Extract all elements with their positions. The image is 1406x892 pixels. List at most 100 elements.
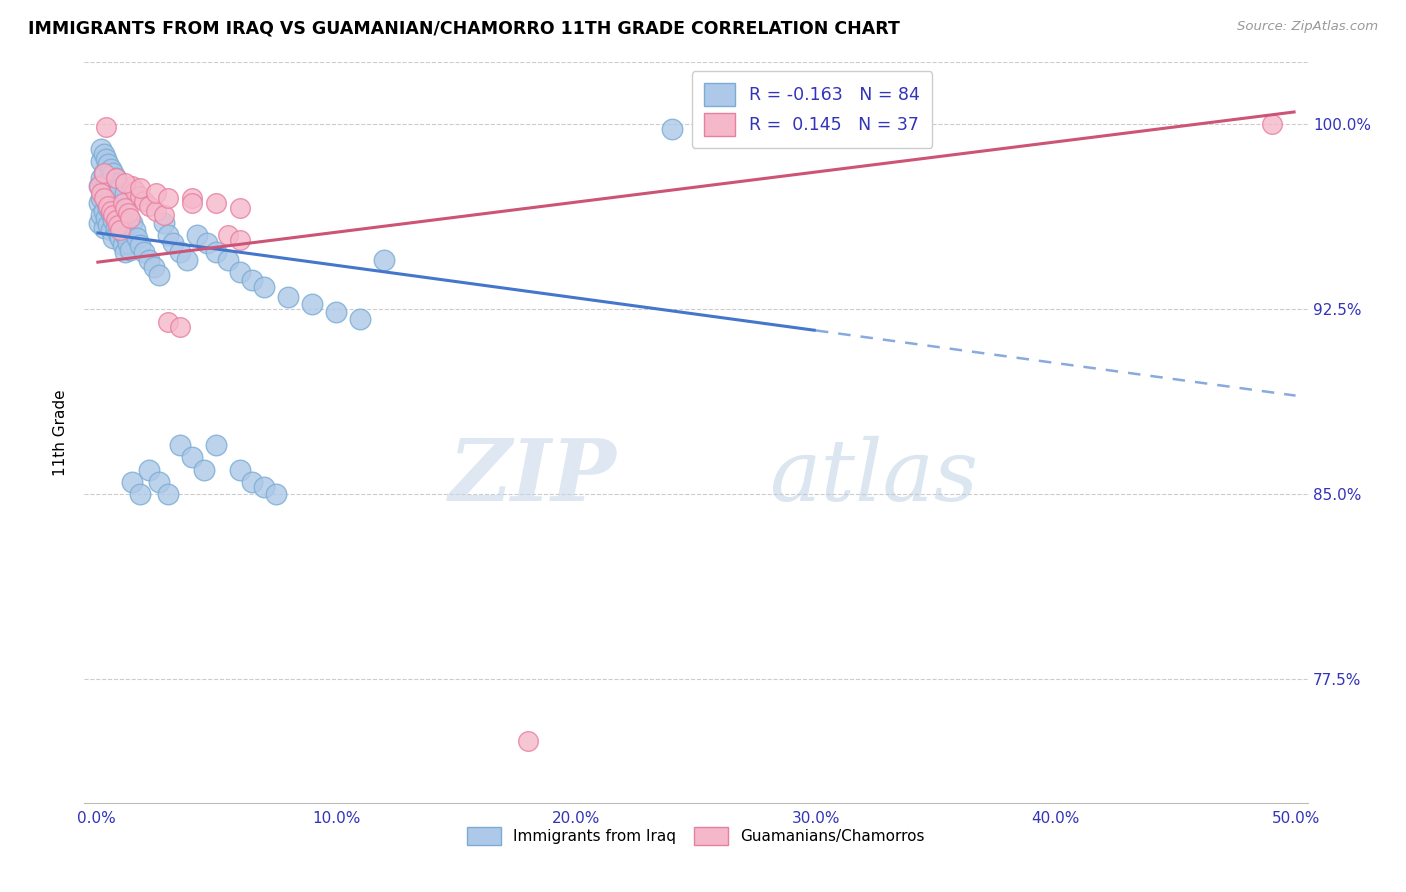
Point [114,186,136,201]
Point [114,201,136,215]
Point [93,220,115,235]
Point [118,211,141,225]
Point [117,235,139,250]
Point [111,220,134,235]
Point [134,245,156,260]
Point [229,462,252,476]
Point [87,178,110,193]
Point [93,191,115,205]
Point [121,178,143,193]
Point [152,209,174,223]
Point [229,233,252,247]
Point [97,201,120,215]
Point [110,223,132,237]
Point [169,245,191,260]
Point [107,226,129,240]
Point [110,213,132,227]
Point [107,219,129,233]
Point [181,191,204,205]
Point [217,252,239,267]
Point [145,203,167,218]
Point [186,228,208,243]
Point [264,487,287,501]
Point [100,223,122,237]
Point [93,166,115,180]
Point [111,238,134,252]
Point [87,196,110,211]
Point [121,475,143,489]
Point [93,203,115,218]
Point [100,203,122,218]
Point [90,186,112,201]
Point [138,252,160,267]
Point [277,290,299,304]
Point [87,216,110,230]
Point [217,228,239,243]
Point [90,209,112,223]
Point [229,201,252,215]
Point [157,228,180,243]
Point [101,213,124,227]
Point [104,171,127,186]
Point [114,228,136,243]
Point [97,198,120,212]
Point [101,209,124,223]
Point [124,223,146,237]
Point [325,304,347,318]
Point [169,319,191,334]
Point [107,177,129,191]
Point [128,238,150,252]
Point [93,184,115,198]
Point [193,462,215,476]
Point [1260,117,1282,131]
Text: atlas: atlas [769,435,979,518]
Y-axis label: 11th Grade: 11th Grade [53,389,69,476]
Point [157,487,180,501]
Point [94,194,117,208]
Point [121,216,143,230]
Point [93,146,115,161]
Point [127,230,149,244]
Point [138,198,160,212]
Point [114,245,136,260]
Point [205,245,228,260]
Point [94,152,117,166]
Point [181,196,204,211]
Point [104,203,127,218]
Point [138,462,160,476]
Point [90,154,112,169]
Point [148,268,170,282]
Point [157,191,180,205]
Point [301,297,323,311]
Point [90,191,112,205]
Point [134,194,156,208]
Text: Source: ZipAtlas.com: Source: ZipAtlas.com [1237,20,1378,33]
Point [111,196,134,211]
Point [229,265,252,279]
Point [118,243,141,257]
Point [176,252,198,267]
Point [90,171,112,186]
Point [97,219,120,233]
Point [181,450,204,465]
Point [661,122,683,136]
Point [373,252,395,267]
Point [253,480,276,494]
Point [157,314,180,328]
Point [205,438,228,452]
Point [169,438,191,452]
Point [148,475,170,489]
Point [100,188,122,202]
Point [94,177,117,191]
Point [195,235,218,250]
Point [117,206,139,220]
Point [253,280,276,294]
Point [101,166,124,180]
Point [104,171,127,186]
Point [97,184,120,198]
Text: IMMIGRANTS FROM IRAQ VS GUAMANIAN/CHAMORRO 11TH GRADE CORRELATION CHART: IMMIGRANTS FROM IRAQ VS GUAMANIAN/CHAMOR… [28,20,900,37]
Point [124,184,146,198]
Point [128,181,150,195]
Point [162,235,184,250]
Legend: Immigrants from Iraq, Guamanians/Chamorros: Immigrants from Iraq, Guamanians/Chamorr… [461,821,931,851]
